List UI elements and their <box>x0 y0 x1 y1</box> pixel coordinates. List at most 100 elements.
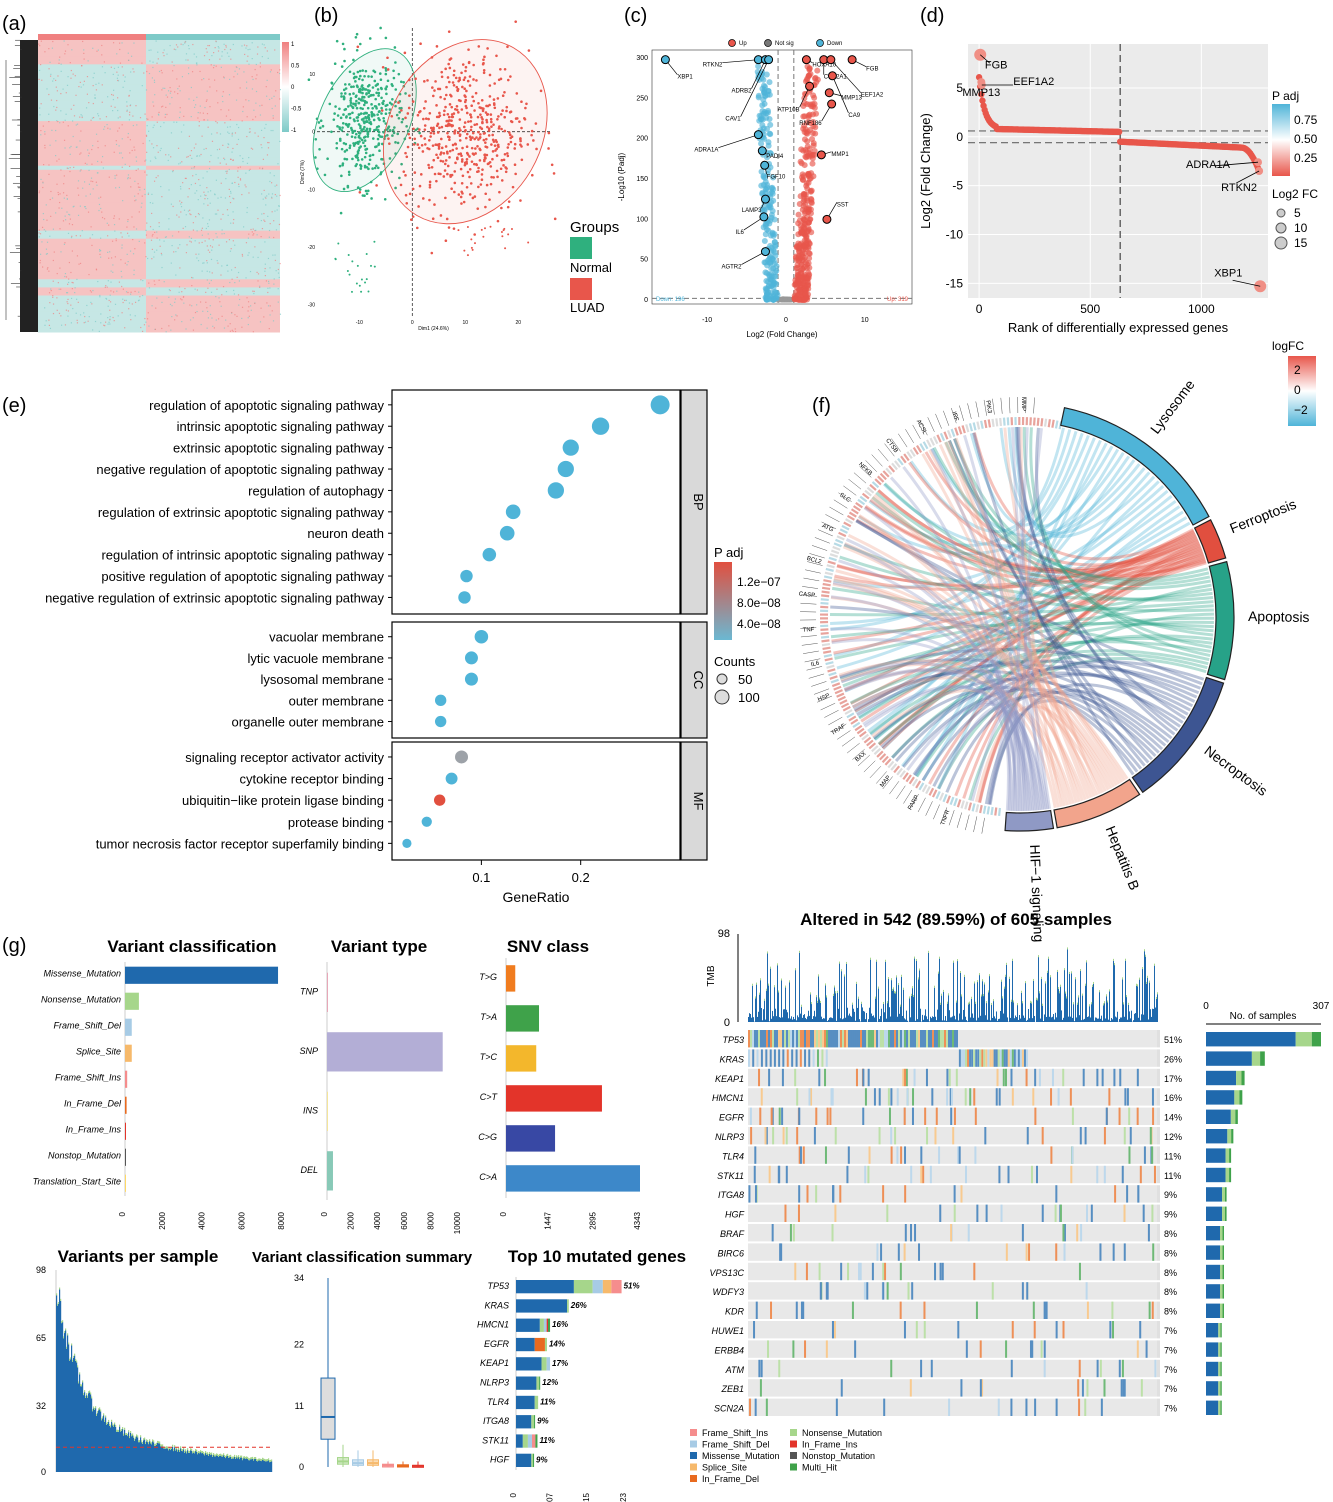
sample-bar-top <box>61 1321 63 1324</box>
heatmap-cell <box>161 196 163 198</box>
heatmap-cell <box>238 185 240 188</box>
heatmap-cell <box>82 40 84 43</box>
heatmap-cell <box>124 76 126 78</box>
go-term-dot <box>434 715 447 728</box>
heatmap-cell <box>215 295 217 298</box>
heatmap-cell <box>279 98 281 100</box>
volcano-point-down <box>769 184 776 191</box>
heatmap-cell <box>228 132 230 135</box>
heatmap-cell <box>71 49 73 51</box>
heatmap-cell <box>41 226 44 228</box>
heatmap-cell <box>223 157 225 159</box>
heatmap-cell <box>216 132 218 134</box>
heatmap-cell <box>237 170 239 172</box>
heatmap-cell <box>264 127 266 129</box>
pca-point <box>377 142 381 145</box>
heatmap-cell <box>184 177 187 180</box>
pca-point <box>449 57 453 60</box>
gene-label: RTKN2 <box>1221 182 1257 194</box>
heatmap-block <box>146 141 280 146</box>
sample-bar <box>94 1409 96 1472</box>
heatmap-block <box>146 214 280 219</box>
gene-logfc-tick <box>826 564 835 569</box>
heatmap-cell <box>260 219 262 222</box>
bar <box>506 1125 556 1152</box>
heatmap-cell <box>273 278 275 280</box>
chord-ribbon <box>948 440 1214 637</box>
heatmap-cell <box>265 86 267 88</box>
pca-point <box>468 135 472 139</box>
heatmap-cell <box>252 331 254 333</box>
gene-logfc-tick <box>946 430 952 439</box>
gene-logfc-tick <box>879 753 887 761</box>
heatmap-cell <box>58 312 61 314</box>
volcano-point-down <box>760 125 767 132</box>
volcano-point-up <box>801 191 808 198</box>
sample-bar <box>136 1436 138 1472</box>
heatmap-cell <box>107 280 109 282</box>
heatmap-block <box>146 84 280 90</box>
heatmap-cell <box>206 279 208 281</box>
heatmap-cell <box>110 270 112 272</box>
heatmap-cell <box>160 252 163 255</box>
pca-point <box>461 85 464 89</box>
heatmap-cell <box>66 84 69 86</box>
gene-label: HGF <box>490 1455 510 1465</box>
gene-logfc-tick <box>858 730 867 738</box>
chord-ribbon <box>877 634 1213 746</box>
heatmap-cell <box>121 276 123 278</box>
pca-point <box>359 90 362 94</box>
box-body <box>320 1377 336 1440</box>
heatmap-cell <box>146 70 148 73</box>
heatmap-cell <box>277 301 279 303</box>
pca-point <box>386 133 389 137</box>
heatmap-cell <box>166 96 169 98</box>
pca-point <box>471 152 475 155</box>
chord-ribbon <box>850 528 1194 705</box>
heatmap-cell <box>40 253 42 255</box>
sample-bar-top <box>124 1427 126 1430</box>
pca-point <box>456 88 459 92</box>
x-tick: -10 <box>702 317 712 324</box>
heatmap-cell <box>82 187 84 189</box>
heatmap-cell <box>91 234 94 236</box>
heatmap-cell <box>198 253 200 255</box>
pca-outlier <box>337 242 340 245</box>
heatmap-cell <box>55 86 57 88</box>
pca-outlier <box>373 265 376 268</box>
pca-point <box>335 39 339 43</box>
label-leader <box>751 59 766 89</box>
sample-bar <box>146 1441 148 1472</box>
tmb-bar <box>762 1020 763 1022</box>
pca-point <box>464 65 468 69</box>
pca-point <box>406 145 410 149</box>
heatmap-cell <box>152 202 154 204</box>
heatmap-cell <box>216 236 218 238</box>
pca-point <box>430 251 434 255</box>
heatmap-cell <box>149 160 152 162</box>
heatmap-cell <box>50 190 52 193</box>
gene-label-stub <box>852 749 865 760</box>
heatmap-cell <box>188 48 190 50</box>
chord-ribbon <box>909 427 1065 534</box>
heatmap-cell <box>252 228 254 230</box>
volcano-point-up <box>805 112 812 119</box>
y-tick: -15 <box>946 276 964 290</box>
heatmap-cell <box>215 120 217 123</box>
heatmap-cell <box>48 68 50 70</box>
gene-label-stub <box>813 688 830 695</box>
heatmap-cell <box>229 201 232 204</box>
pca-point <box>370 75 373 78</box>
heatmap-cell <box>57 191 59 194</box>
chord-ribbon <box>987 710 1036 811</box>
heatmap-cell <box>273 283 275 285</box>
pca-point <box>352 76 356 80</box>
chord-ribbon <box>833 578 1099 796</box>
pca-point <box>454 76 458 80</box>
chord-ribbon <box>945 690 1164 793</box>
heatmap-cell <box>134 200 136 202</box>
sample-bar-top <box>211 1452 213 1455</box>
sample-bar-top <box>103 1413 105 1416</box>
pca-point <box>506 152 509 155</box>
heatmap-cell <box>117 80 120 82</box>
